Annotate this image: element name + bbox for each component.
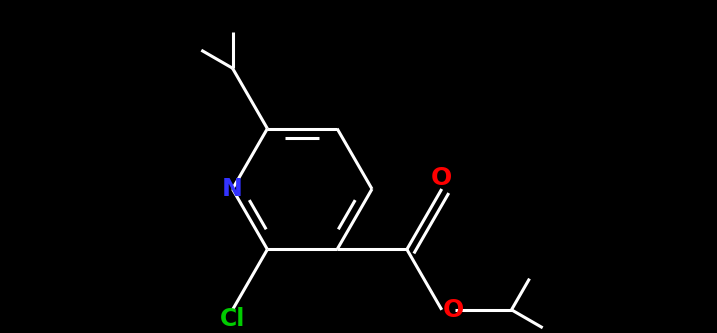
Text: N: N [222, 177, 243, 201]
Text: O: O [431, 166, 452, 190]
Text: O: O [442, 298, 464, 322]
Text: Cl: Cl [220, 307, 245, 331]
